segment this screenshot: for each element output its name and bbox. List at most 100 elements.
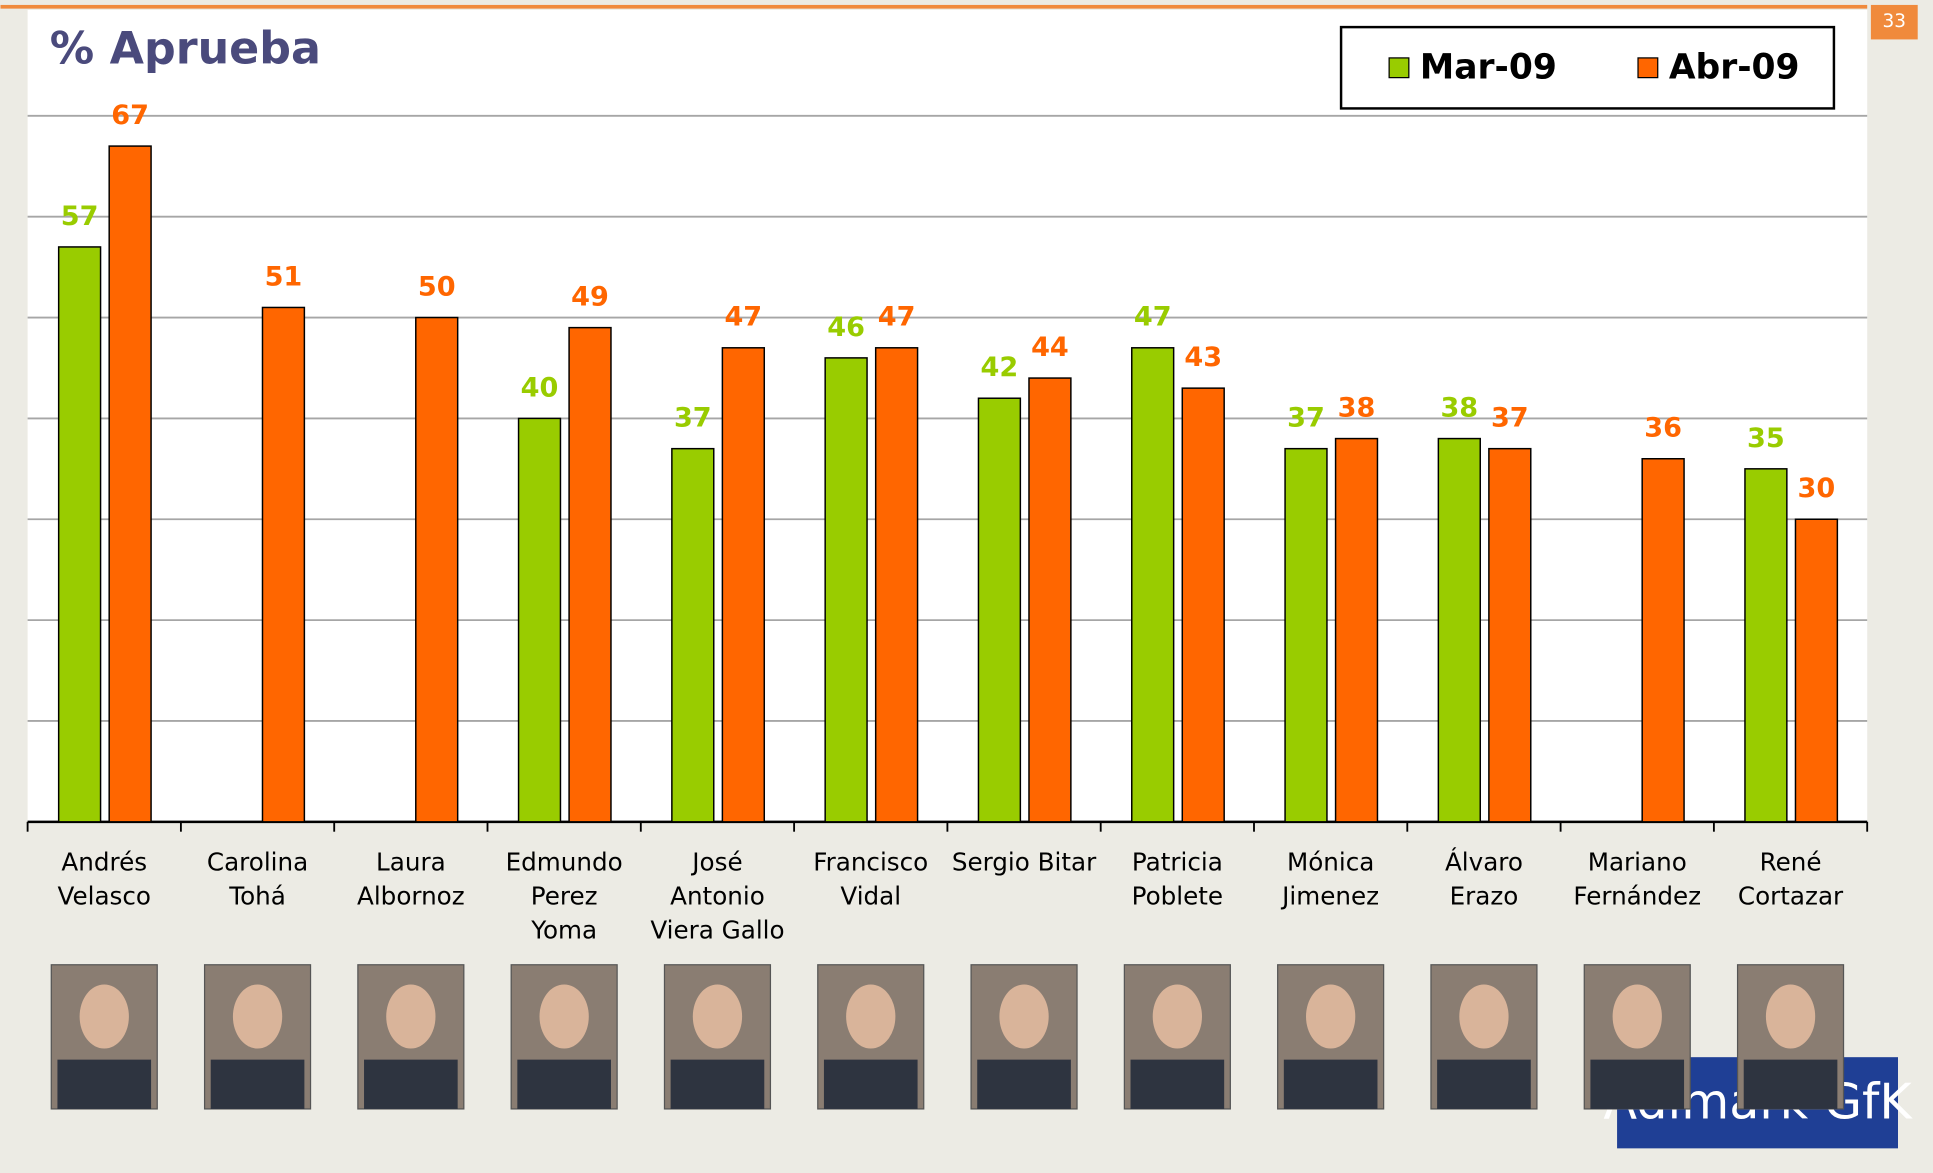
photo-suit [517, 1059, 611, 1109]
photo-face [1612, 984, 1662, 1049]
bar [721, 347, 766, 823]
bar [517, 417, 562, 823]
photo-face [846, 984, 896, 1049]
value-label: 46 [827, 312, 865, 343]
bar [824, 357, 868, 823]
legend-box [1339, 25, 1836, 110]
bar [874, 347, 919, 823]
photo-face [1765, 984, 1816, 1049]
bar [1334, 437, 1379, 823]
value-label: 57 [61, 201, 99, 232]
x-tick-label: Cortazar [1738, 882, 1844, 911]
value-label: 67 [111, 100, 149, 131]
x-tick-label: Perez [531, 882, 598, 911]
photo-face [692, 984, 743, 1049]
chart-title: % Aprueba [50, 24, 321, 75]
value-label: 50 [418, 271, 456, 302]
photo-suit [1283, 1059, 1378, 1109]
top-rule [0, 4, 1868, 9]
photo-face [1306, 984, 1356, 1049]
value-label: 38 [1440, 393, 1478, 424]
x-tick-label: Edmundo [506, 848, 623, 877]
photo-suit [977, 1059, 1071, 1109]
x-tick-label: Carolina [207, 848, 308, 877]
photo-face [539, 984, 589, 1049]
page-badge [1870, 4, 1918, 40]
x-tick-label: Yoma [530, 915, 597, 944]
x-tick-label: Vidal [840, 882, 901, 911]
x-tick-label: Albornoz [357, 882, 465, 911]
bar [568, 326, 612, 823]
bar [1028, 377, 1072, 823]
bar [108, 145, 152, 823]
bar [1284, 447, 1328, 823]
legend-label: Abr-09 [1669, 48, 1800, 88]
bar [261, 306, 306, 823]
value-label: 47 [878, 302, 916, 333]
plot-area [27, 9, 1868, 822]
value-label: 37 [1287, 403, 1325, 434]
x-tick-label: Tohá [228, 882, 286, 911]
x-tick-label: René [1760, 848, 1822, 877]
legend-swatch [1637, 57, 1659, 79]
photo-suit [1437, 1059, 1531, 1109]
x-tick-label: Mónica [1287, 848, 1374, 877]
x-tick-label: José [690, 848, 742, 877]
bar [57, 246, 102, 823]
x-tick-label: Jimenez [1280, 882, 1379, 911]
value-label: 51 [265, 261, 303, 292]
legend-swatch [1388, 57, 1410, 79]
x-tick-label: Fernández [1573, 882, 1701, 911]
x-tick-label: Viera Gallo [650, 915, 784, 944]
value-label: 40 [521, 372, 559, 403]
photo-suit [823, 1059, 918, 1109]
bar [1488, 447, 1532, 823]
bar [977, 397, 1022, 823]
bar [1181, 387, 1225, 823]
bar [671, 447, 715, 823]
photo-suit [1590, 1059, 1685, 1109]
photo-face [386, 984, 436, 1049]
value-label: 37 [674, 403, 712, 434]
value-label: 49 [571, 282, 609, 313]
x-tick-label: Poblete [1132, 882, 1223, 911]
photo-face [999, 984, 1049, 1049]
x-tick-label: Mariano [1588, 848, 1687, 877]
x-tick-label: Laura [376, 848, 446, 877]
photo-suit [670, 1059, 765, 1109]
bar [1437, 437, 1481, 823]
page-number: 33 [1883, 11, 1907, 32]
photo-suit [210, 1059, 305, 1109]
value-label: 36 [1644, 413, 1682, 444]
value-label: 47 [1134, 302, 1172, 333]
x-tick-label: Sergio Bitar [952, 848, 1097, 877]
bar [415, 316, 459, 823]
photo-face [1459, 984, 1509, 1049]
x-tick-label: Antonio [670, 882, 765, 911]
x-tick-label: Erazo [1450, 882, 1519, 911]
x-tick-label: Velasco [58, 882, 151, 911]
bar [1641, 458, 1685, 823]
value-label: 42 [981, 352, 1019, 383]
x-tick-label: Álvaro [1445, 848, 1523, 877]
value-label: 30 [1798, 473, 1836, 504]
value-label: 43 [1184, 342, 1222, 373]
photo-suit [1743, 1059, 1838, 1109]
x-tick-label: Francisco [813, 848, 928, 877]
photo-suit [1130, 1059, 1225, 1109]
legend-label: Mar-09 [1420, 48, 1557, 88]
photo-suit [57, 1059, 152, 1109]
value-label: 37 [1491, 403, 1529, 434]
bar [1131, 347, 1175, 823]
photo-face [232, 984, 283, 1049]
value-label: 47 [724, 302, 762, 333]
plot [26, 114, 1869, 832]
x-tick-label: Andrés [61, 848, 147, 877]
value-label: 44 [1031, 332, 1069, 363]
value-label: 35 [1747, 423, 1785, 454]
photo-face [79, 984, 129, 1049]
bar [1794, 518, 1839, 823]
x-tick-label: Patricia [1132, 848, 1223, 877]
